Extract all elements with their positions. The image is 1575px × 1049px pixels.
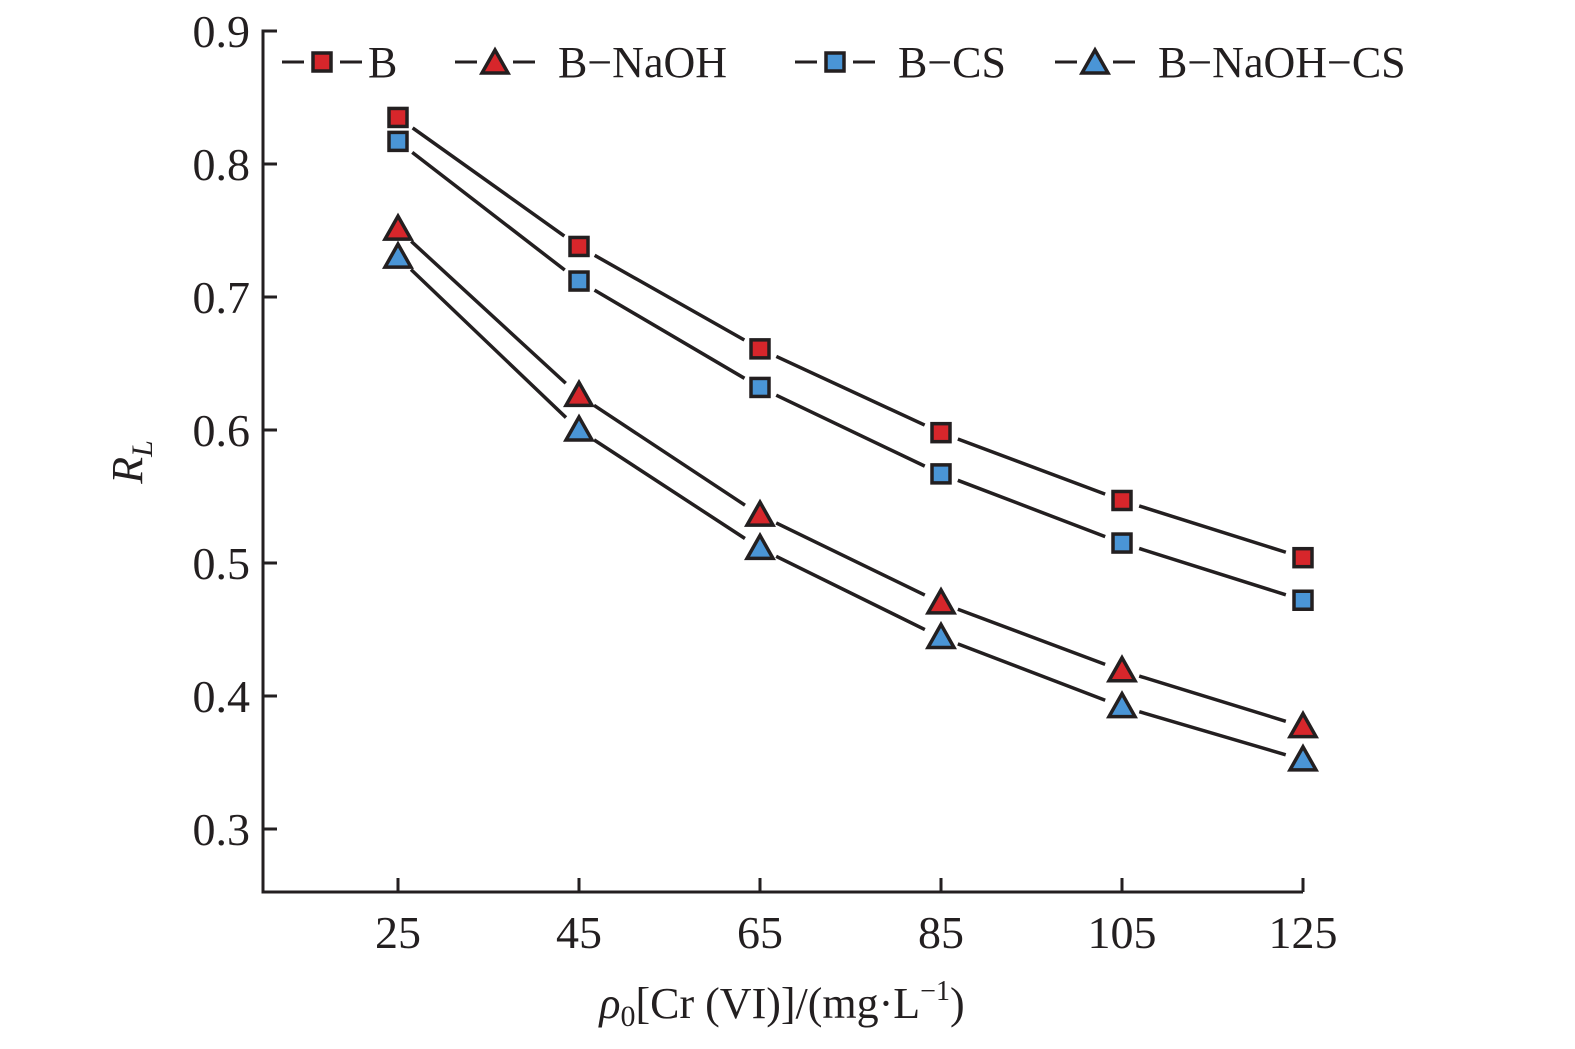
- series-line-segment: [409, 268, 568, 419]
- series-layer: [382, 106, 1319, 772]
- x-axis-title-subscript: 0: [621, 1000, 636, 1033]
- series-line-segment: [775, 354, 926, 427]
- data-point: [382, 240, 414, 269]
- axis-lines: [261, 29, 1303, 894]
- x-tick-label: 125: [1269, 907, 1338, 958]
- x-axis-title-superscript: −1: [920, 976, 950, 1007]
- series-line-segment: [957, 607, 1106, 667]
- data-point: [1111, 532, 1133, 554]
- y-tick-label: 0.9: [193, 6, 251, 57]
- y-tick-label: 0.3: [193, 804, 251, 855]
- legend-item: B: [282, 38, 397, 87]
- y-tick-label: 0.6: [193, 405, 251, 456]
- series-b-cs: [387, 130, 1314, 611]
- x-tick-label: 85: [918, 907, 964, 958]
- axes: [261, 29, 1303, 894]
- x-axis-title-close: ): [950, 979, 965, 1028]
- data-point: [382, 212, 414, 241]
- data-point: [1292, 546, 1314, 569]
- y-axis-title-main: R: [103, 457, 152, 485]
- y-axis-ticks: 0.3 0.4 0.5 0.6 0.7 0.8 0.9: [193, 6, 277, 855]
- x-axis-ticks: 25 45 65 85 105 125: [375, 878, 1338, 958]
- data-point: [749, 376, 771, 399]
- series-line-segment: [1138, 674, 1287, 723]
- x-axis-title-rho: ρ: [597, 979, 620, 1028]
- legend-item: B−NaOH: [455, 38, 727, 87]
- series-b-naoh-cs: [382, 240, 1319, 772]
- legend-marker: [311, 51, 333, 73]
- legend-label: B−CS: [898, 38, 1006, 87]
- legend-label: B−NaOH: [558, 38, 727, 87]
- series-line-segment: [410, 240, 567, 385]
- x-tick-label: 105: [1088, 907, 1157, 958]
- y-axis-title-subscript: L: [126, 440, 159, 458]
- data-point: [930, 421, 952, 444]
- legend-item: B−NaOH−CS: [1055, 38, 1406, 87]
- legend-label: B: [368, 38, 397, 87]
- data-point: [563, 378, 595, 408]
- legend-marker: [479, 46, 511, 75]
- y-tick-label: 0.4: [193, 671, 251, 722]
- series-line-segment: [775, 554, 926, 632]
- legend-item: B−CS: [795, 38, 1006, 87]
- series-line-segment: [593, 403, 746, 507]
- series-b-naoh: [382, 212, 1319, 739]
- legend-marker: [1079, 46, 1111, 75]
- data-point: [387, 130, 409, 153]
- x-tick-label: 65: [737, 907, 783, 958]
- data-point: [925, 620, 957, 650]
- x-axis-title-main: [Cr (VI)]/(mg·L: [636, 979, 921, 1028]
- series-line-segment: [1138, 710, 1287, 757]
- data-point: [925, 586, 957, 615]
- series-line-segment: [957, 642, 1106, 702]
- x-axis-title: ρ0[Cr (VI)]/(mg·L−1): [597, 976, 964, 1033]
- data-point: [1106, 654, 1138, 683]
- data-point: [1287, 710, 1319, 739]
- y-tick-label: 0.8: [193, 139, 251, 190]
- data-point: [1292, 589, 1314, 611]
- series-line-segment: [411, 150, 566, 272]
- series-line-segment: [1138, 504, 1287, 554]
- data-point: [568, 235, 590, 258]
- data-point: [1106, 690, 1138, 719]
- y-tick-label: 0.7: [193, 272, 251, 323]
- series-line-segment: [593, 438, 746, 540]
- series-line-segment: [593, 253, 746, 342]
- series-line-segment: [593, 288, 746, 380]
- series-line-segment: [957, 478, 1106, 539]
- legend-label: B−NaOH−CS: [1158, 38, 1406, 87]
- y-tick-label: 0.5: [193, 538, 251, 589]
- data-point: [568, 270, 590, 292]
- data-point: [744, 498, 776, 527]
- data-point: [563, 413, 595, 442]
- series-line-segment: [957, 437, 1106, 496]
- series-line-segment: [775, 393, 926, 468]
- series-line-segment: [411, 126, 566, 238]
- series-b: [387, 106, 1314, 569]
- data-point: [1287, 743, 1319, 772]
- x-tick-label: 45: [556, 907, 602, 958]
- data-point: [1111, 489, 1133, 512]
- series-line-segment: [1138, 546, 1287, 597]
- data-point: [930, 463, 952, 485]
- y-axis-title: RL: [103, 440, 159, 485]
- legend-marker: [824, 51, 846, 73]
- data-point: [749, 338, 771, 360]
- x-tick-label: 25: [375, 907, 421, 958]
- legend: B B−NaOH B−CS B−NaOH−CS: [282, 38, 1406, 87]
- data-point: [744, 531, 776, 561]
- series-line-segment: [775, 521, 926, 597]
- data-point: [387, 106, 409, 129]
